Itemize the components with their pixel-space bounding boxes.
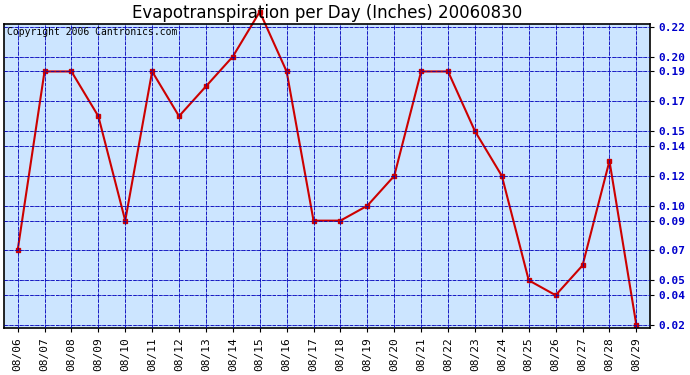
Title: Evapotranspiration per Day (Inches) 20060830: Evapotranspiration per Day (Inches) 2006… [132, 4, 522, 22]
Text: Copyright 2006 Cantronics.com: Copyright 2006 Cantronics.com [8, 27, 178, 37]
